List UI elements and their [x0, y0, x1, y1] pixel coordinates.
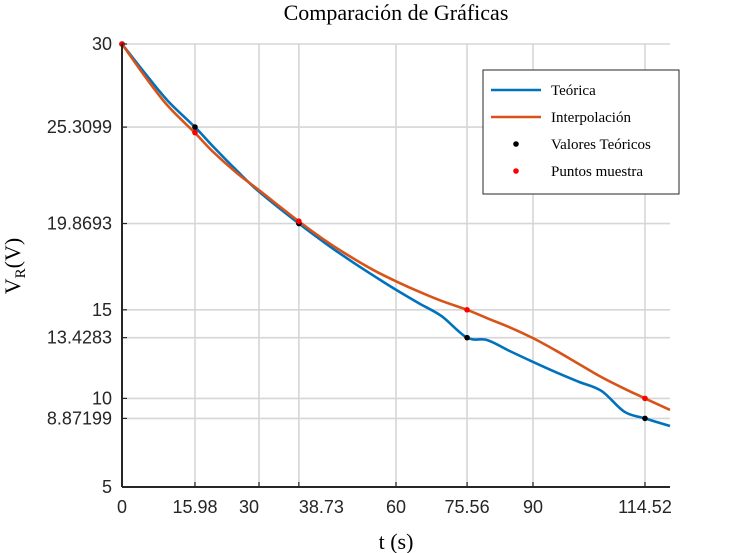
y-tick-label: 25.3099 — [47, 117, 112, 137]
legend-swatch-puntos-muestra — [513, 168, 519, 174]
x-tick-label: 15.98 — [172, 497, 217, 517]
x-tick-label: 75.56 — [445, 497, 490, 517]
chart-title: Comparación de Gráficas — [284, 0, 509, 25]
point-valores-teoricos — [642, 415, 648, 422]
legend-label-puntos-muestra: Puntos muestra — [551, 164, 643, 180]
y-axis-label-sub: R — [13, 268, 29, 278]
y-axis-label: VR(V) — [0, 238, 29, 294]
x-axis-label: t (s) — [379, 529, 414, 553]
point-puntos-muestra — [192, 129, 198, 136]
series-line-interpolacion — [120, 43, 671, 412]
x-tick-label: 114.52 — [618, 497, 672, 517]
y-tick-label: 10 — [92, 388, 112, 408]
y-tick-label: 30 — [92, 34, 112, 54]
x-tick-label: 38.73 — [299, 497, 344, 517]
legend-label-interpolacion: Interpolación — [551, 110, 631, 126]
series-line-teorica — [120, 43, 671, 428]
y-axis-label-suffix: (V) — [0, 238, 25, 269]
y-tick-label: 15 — [92, 300, 112, 320]
point-valores-teoricos — [192, 124, 198, 130]
point-puntos-muestra — [464, 307, 470, 313]
x-tick-label: 30 — [239, 497, 259, 517]
legend-label-valores-teoricos: Valores Teóricos — [551, 137, 651, 153]
y-tick-label: 8.87199 — [47, 408, 112, 428]
y-axis-label-main: V — [0, 278, 25, 294]
x-tick-label: 90 — [523, 497, 543, 517]
x-tick-label: 0 — [117, 497, 127, 517]
x-tick-label: 60 — [386, 497, 406, 517]
legend-swatch-valores-teoricos — [513, 141, 519, 147]
y-tick-label: 13.4283 — [47, 328, 112, 348]
legend-label-teorica: Teórica — [551, 83, 596, 99]
y-tick-label: 5 — [102, 477, 112, 497]
legend: Teórica Interpolación Valores Teóricos Punt… — [482, 69, 680, 195]
point-puntos-muestra — [296, 218, 302, 224]
point-valores-teoricos — [464, 334, 470, 341]
axes — [121, 43, 670, 488]
point-puntos-muestra — [642, 395, 648, 402]
y-tick-label: 19.8693 — [47, 214, 112, 234]
